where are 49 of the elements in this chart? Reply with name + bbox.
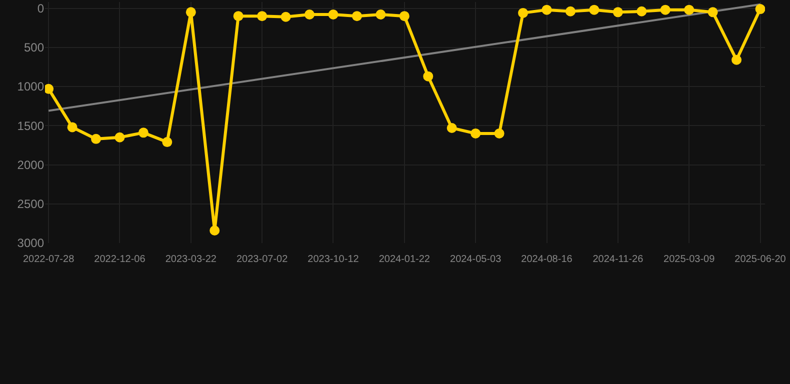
point [352,11,362,22]
point [589,4,600,15]
point [518,8,528,18]
point [280,12,291,22]
point [565,6,576,16]
x-tick-label: 2024-01-22 [378,254,430,265]
point [45,84,54,94]
x-tick-label: 2022-12-06 [94,254,146,265]
point [755,4,765,14]
point [612,7,623,18]
point [423,71,434,82]
point [399,11,410,22]
x-tick-label: 2023-03-22 [165,254,217,265]
y-tick-label: 3000 [17,236,44,250]
point [660,4,670,15]
point [210,225,220,236]
x-tick-label: 2023-10-12 [308,254,360,265]
point [67,122,78,132]
y-tick-label: 0 [37,1,44,16]
point [708,7,718,18]
point [684,4,694,15]
point [494,128,504,138]
point [376,10,386,20]
point [470,128,481,138]
point [257,11,268,22]
point [636,6,647,16]
point [114,132,125,142]
y-tick-label: 2000 [17,158,44,172]
point [732,54,742,65]
point [328,10,338,20]
x-tick-label: 2025-06-20 [734,254,786,265]
x-tick-label: 2024-05-03 [450,254,502,265]
point [542,4,552,15]
x-tick-label: 2025-03-09 [664,254,716,265]
point [91,134,101,144]
y-tick-label: 2500 [17,197,44,212]
point [233,11,244,22]
point [446,122,457,133]
point [162,137,172,148]
point [304,10,315,20]
x-tick-label: 2023-07-02 [236,254,288,265]
x-tick-label: 2022-07-28 [22,254,75,265]
y-tick-label: 1000 [17,80,44,94]
y-tick-label: 500 [24,40,44,55]
y-tick-label: 1500 [17,118,44,133]
x-tick-label: 2024-08-16 [521,254,573,265]
point [138,128,148,138]
x-tick-label: 2024-11-26 [592,254,644,265]
point [186,7,196,18]
